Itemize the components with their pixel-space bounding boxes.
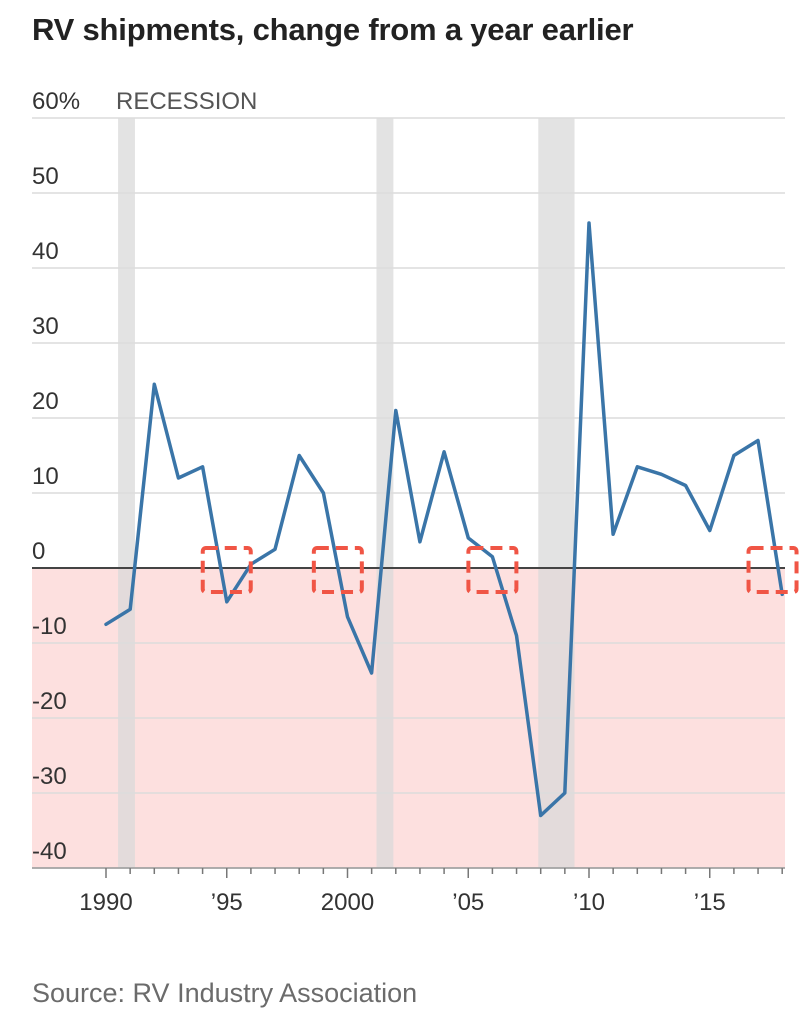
y-tick-label: 60%: [32, 88, 80, 115]
recession-label: RECESSION: [116, 88, 257, 115]
y-tick-label: -30: [32, 763, 67, 790]
y-tick-label: -20: [32, 688, 67, 715]
y-axis-labels: 60% 50 40 30 20 10 0 -10 -20 -30 -40: [32, 88, 80, 865]
x-tick-label: ’05: [452, 889, 484, 916]
y-tick-label: 10: [32, 463, 59, 490]
x-tick-label: 2000: [321, 889, 374, 916]
x-axis: 1990 ’95 2000 ’05 ’10 ’15: [32, 867, 785, 916]
series-line: [104, 221, 784, 818]
source-note: Source: RV Industry Association: [32, 978, 418, 1008]
highlight-markers: [200, 546, 799, 594]
y-tick-label: -10: [32, 613, 67, 640]
x-tick-label: 1990: [79, 889, 132, 916]
y-tick-label: 20: [32, 388, 59, 415]
x-tick-label: ’15: [694, 889, 726, 916]
y-tick-label: 0: [32, 538, 45, 565]
x-tick-label: ’95: [211, 889, 243, 916]
highlight-box: [466, 546, 519, 594]
x-tick-label: ’10: [573, 889, 605, 916]
highlight-box: [746, 546, 799, 594]
data-series: [104, 221, 784, 818]
y-tick-label: -40: [32, 838, 67, 865]
y-tick-label: 50: [32, 163, 59, 190]
highlight-box: [311, 546, 364, 594]
chart-title: RV shipments, change from a year earlier: [32, 12, 634, 47]
y-tick-label: 40: [32, 238, 59, 265]
line-chart: 60% 50 40 30 20 10 0 -10 -20 -30 -40 1990 ’95 2000 ’0…: [32, 88, 799, 916]
y-tick-label: 30: [32, 313, 59, 340]
highlight-box: [200, 546, 253, 594]
